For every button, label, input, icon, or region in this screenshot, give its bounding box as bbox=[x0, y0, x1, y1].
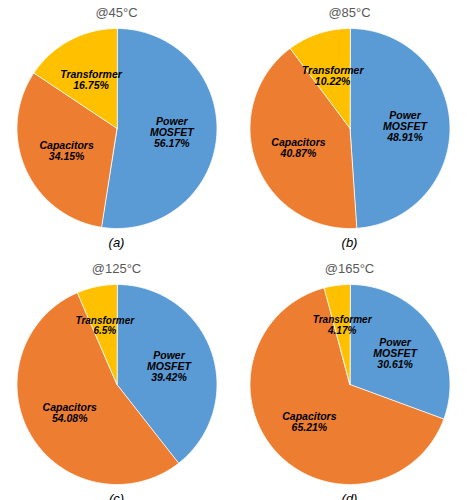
svg-text:Capacitors65.21%: Capacitors65.21% bbox=[282, 410, 336, 433]
svg-text:PowerMOSFET56.17%: PowerMOSFET56.17% bbox=[150, 115, 195, 149]
svg-text:Transformer4.17%: Transformer4.17% bbox=[313, 314, 373, 336]
html-text:@165°C: @165°C bbox=[324, 261, 375, 276]
html-text:@85°C: @85°C bbox=[328, 5, 371, 20]
svg-text:PowerMOSFET30.61%: PowerMOSFET30.61% bbox=[373, 336, 418, 370]
svg-text:Transformer6.5%: Transformer6.5% bbox=[75, 315, 135, 337]
svg-text:PowerMOSFET48.91%: PowerMOSFET48.91% bbox=[383, 109, 428, 143]
svg-text:Transformer16.75%: Transformer16.75% bbox=[60, 68, 123, 91]
svg-text:Capacitors34.15%: Capacitors34.15% bbox=[40, 139, 94, 162]
svg-text:Capacitors40.87%: Capacitors40.87% bbox=[271, 136, 325, 159]
html-text:@125°C: @125°C bbox=[91, 261, 142, 276]
html-text:@45°C: @45°C bbox=[95, 5, 138, 20]
svg-text:Capacitors54.08%: Capacitors54.08% bbox=[43, 401, 97, 424]
svg-text:PowerMOSFET39.42%: PowerMOSFET39.42% bbox=[147, 349, 192, 383]
html-text:(a): (a) bbox=[108, 235, 125, 250]
html-text:(b): (b) bbox=[341, 235, 358, 250]
svg-text:Transformer10.22%: Transformer10.22% bbox=[302, 64, 365, 87]
